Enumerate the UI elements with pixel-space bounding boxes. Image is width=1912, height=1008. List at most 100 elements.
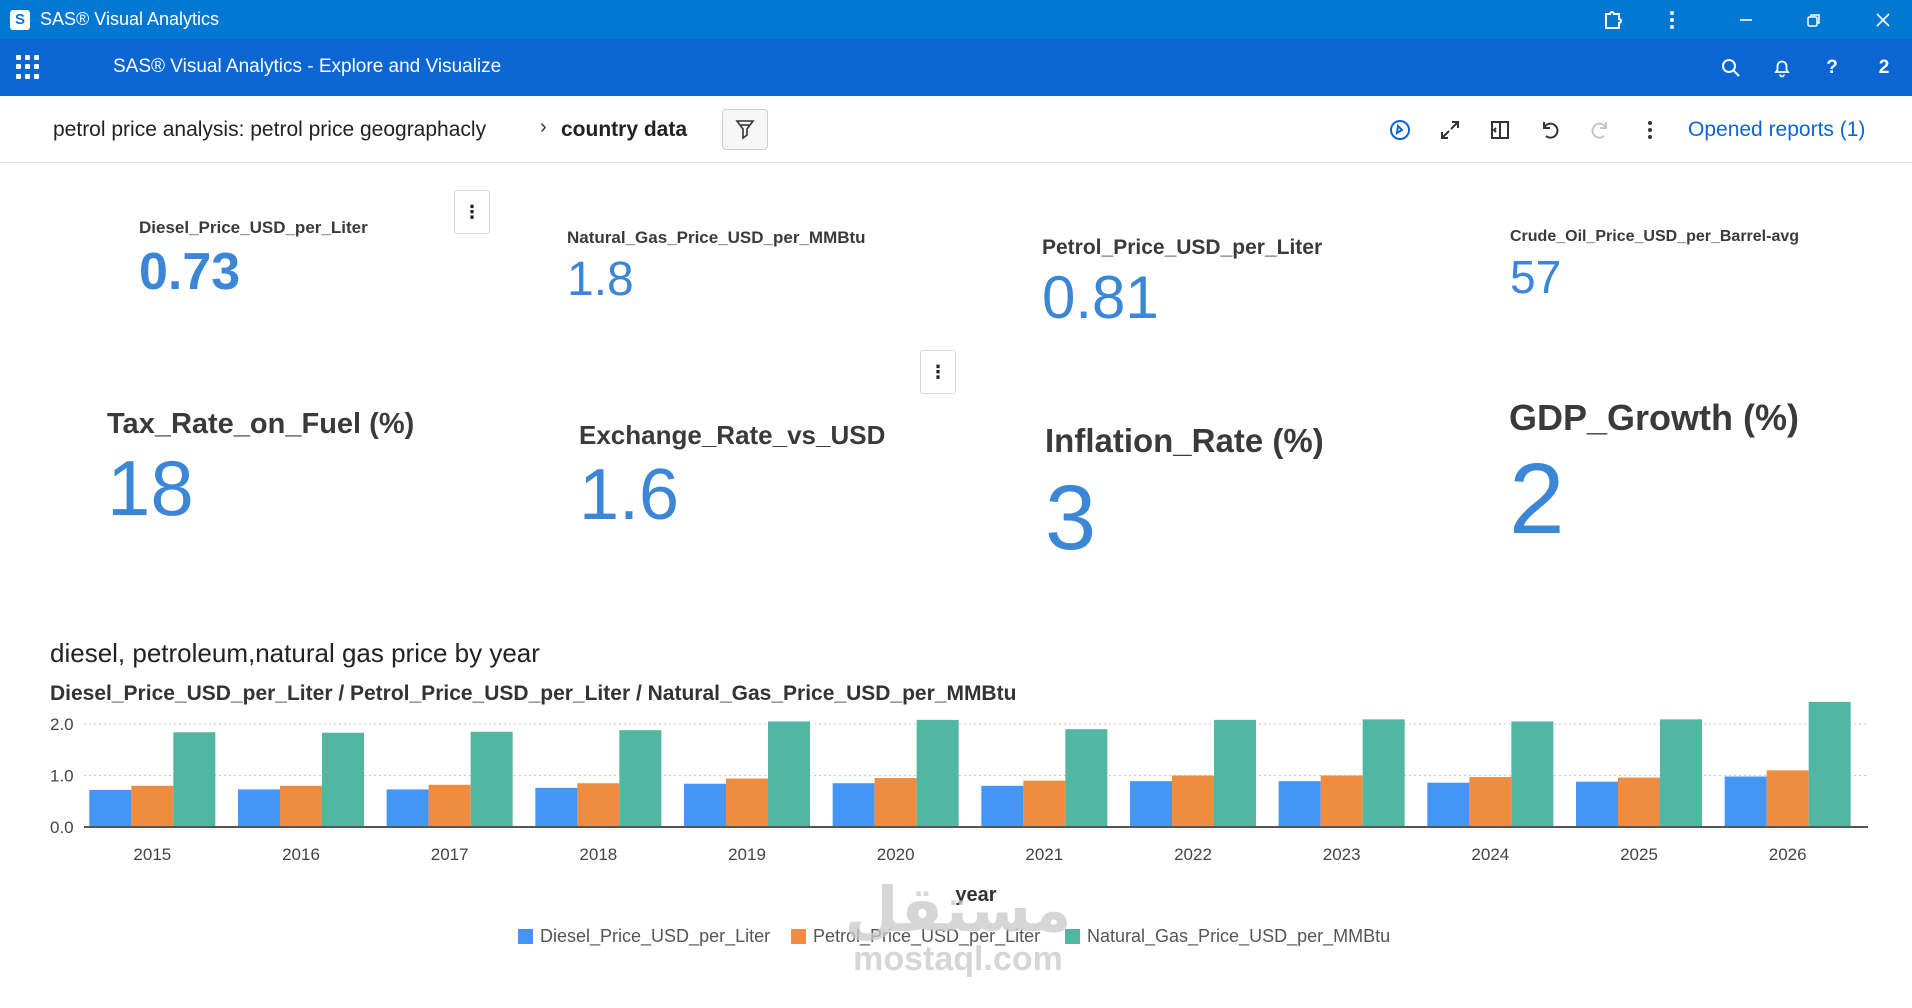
kpi-label: Diesel_Price_USD_per_Liter <box>139 218 368 237</box>
kpi-exchange-rate: Exchange_Rate_vs_USD 1.6 <box>579 420 885 531</box>
bar <box>1766 770 1809 827</box>
kpi-value: 18 <box>107 444 194 532</box>
bar <box>1278 781 1321 827</box>
insights-icon[interactable] <box>1383 113 1417 147</box>
kpi-label: Natural_Gas_Price_USD_per_MMBtu <box>567 228 866 247</box>
panel-toggle-icon[interactable] <box>1483 113 1517 147</box>
x-tick-label: 2016 <box>282 845 320 864</box>
bar <box>1065 729 1108 827</box>
bar <box>386 789 429 827</box>
minimize-icon[interactable] <box>1723 0 1769 39</box>
bar-chart: 0.0 1.0 2.0 2015 2016 2017 2018 2019 2020 2021 202… <box>50 701 1868 947</box>
bar <box>768 721 810 827</box>
kpi-value: 1.8 <box>567 253 634 306</box>
help-icon[interactable]: ? <box>1826 57 1838 78</box>
bar <box>1320 775 1363 827</box>
bar <box>470 731 513 827</box>
user-badge[interactable]: 2 <box>1878 57 1890 78</box>
bar <box>1808 701 1851 827</box>
restore-icon[interactable] <box>1791 0 1837 39</box>
app-switcher-icon[interactable] <box>16 55 40 79</box>
kpi-label: Exchange_Rate_vs_USD <box>579 420 886 450</box>
opened-reports-link[interactable]: Opened reports (1) <box>1688 118 1866 141</box>
filter-button[interactable] <box>722 109 768 150</box>
kpi-value: 1.6 <box>579 455 680 535</box>
watermark: مستقل mostaql.com <box>838 880 1078 978</box>
bar <box>1618 777 1660 827</box>
undo-icon[interactable] <box>1533 113 1567 147</box>
chart-subtitle: Diesel_Price_USD_per_Liter / Petrol_Pric… <box>50 682 1017 705</box>
x-axis-title: year <box>955 884 996 906</box>
breadcrumb-report-name[interactable]: petrol price analysis: petrol price geog… <box>53 118 487 141</box>
bar <box>238 789 280 827</box>
legend-swatch <box>1065 929 1080 944</box>
kpi-more-button[interactable]: ⋮ <box>454 190 490 234</box>
x-tick-label: 2024 <box>1471 845 1509 864</box>
kpi-gdp-growth: GDP_Growth (%) 2 <box>1509 397 1799 549</box>
kpi-label: Inflation_Rate (%) <box>1045 422 1324 459</box>
kpi-inflation-rate: Inflation_Rate (%) 3 <box>1045 422 1324 564</box>
bar <box>832 783 875 827</box>
bar <box>981 785 1024 827</box>
kpi-crude-oil-price: Crude_Oil_Price_USD_per_Barrel-avg 57 <box>1510 228 1799 300</box>
bar <box>1172 775 1214 827</box>
window-title: SAS® Visual Analytics <box>40 9 220 29</box>
bar <box>726 778 768 827</box>
extensions-icon[interactable] <box>1590 0 1636 39</box>
bar <box>619 730 662 827</box>
kpi-natural-gas-price: Natural_Gas_Price_USD_per_MMBtu 1.8 <box>567 228 866 304</box>
legend-swatch <box>791 929 806 944</box>
kpi-value: 2 <box>1509 443 1565 555</box>
bar <box>916 719 959 827</box>
kpi-more-button[interactable]: ⋮ <box>920 350 956 394</box>
x-tick-label: 2026 <box>1769 845 1807 864</box>
filter-icon <box>735 119 755 140</box>
bar <box>1130 781 1172 827</box>
x-tick-label: 2019 <box>728 845 766 864</box>
kpi-value: 57 <box>1510 251 1562 303</box>
y-tick-label: 0.0 <box>50 818 74 837</box>
y-tick-label: 2.0 <box>50 715 74 734</box>
fullscreen-icon[interactable] <box>1433 113 1467 147</box>
kpi-label: Petrol_Price_USD_per_Liter <box>1042 236 1323 259</box>
kpi-value: 0.81 <box>1042 264 1159 331</box>
bar <box>173 732 216 827</box>
browser-menu-icon[interactable] <box>1649 0 1695 39</box>
x-tick-label: 2018 <box>579 845 617 864</box>
bar <box>1469 777 1512 827</box>
x-tick-label: 2020 <box>877 845 915 864</box>
breadcrumb-current-page[interactable]: country data <box>561 118 688 141</box>
bar <box>1427 782 1470 827</box>
y-tick-label: 1.0 <box>50 767 74 786</box>
legend-label: Petrol_Price_USD_per_Liter <box>813 926 1040 947</box>
watermark-latin: mostaql.com <box>853 940 1063 978</box>
bar <box>874 778 917 827</box>
bar <box>428 784 471 827</box>
legend-swatch <box>518 929 533 944</box>
bar <box>1362 719 1405 827</box>
kpi-label: Crude_Oil_Price_USD_per_Barrel-avg <box>1510 228 1800 245</box>
kpi-diesel-price: Diesel_Price_USD_per_Liter 0.73 <box>139 218 368 298</box>
chart-title: diesel, petroleum,natural gas price by y… <box>50 638 540 668</box>
bar <box>1023 780 1066 827</box>
kpi-label: Tax_Rate_on_Fuel (%) <box>107 408 415 440</box>
app-header: SAS® Visual Analytics - Explore and Visu… <box>0 39 1912 96</box>
app-title: SAS® Visual Analytics - Explore and Visu… <box>113 56 502 77</box>
more-options-icon[interactable] <box>1633 113 1667 147</box>
sas-logo-icon: S <box>10 9 30 30</box>
search-icon[interactable] <box>1714 51 1748 85</box>
x-tick-label: 2025 <box>1620 845 1658 864</box>
x-tick-label: 2023 <box>1323 845 1361 864</box>
bar <box>1660 719 1702 827</box>
notifications-bell-icon[interactable] <box>1765 51 1799 85</box>
close-icon[interactable] <box>1860 0 1906 39</box>
legend-label: Diesel_Price_USD_per_Liter <box>540 926 770 947</box>
bar <box>131 785 174 827</box>
bar <box>684 783 726 827</box>
redo-icon[interactable] <box>1583 113 1617 147</box>
x-tick-label: 2017 <box>431 845 469 864</box>
bar <box>89 789 132 827</box>
bar <box>535 787 578 827</box>
bar <box>1576 781 1618 827</box>
kpi-value: 3 <box>1045 467 1097 569</box>
